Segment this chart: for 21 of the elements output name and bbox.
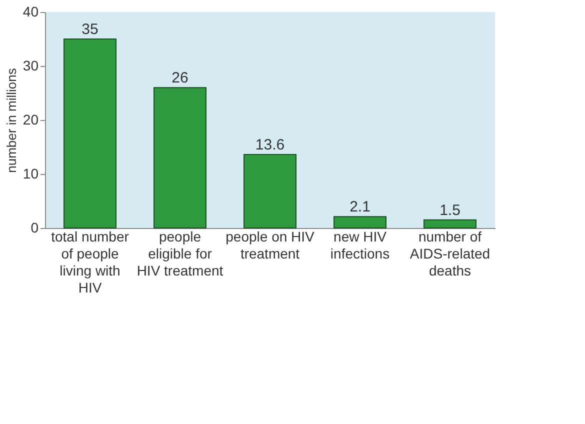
y-axis-title: number in millions (4, 68, 19, 173)
bar (424, 219, 476, 228)
x-tick-label: number of AIDS-related deaths (410, 228, 490, 278)
bar (244, 154, 296, 228)
y-tick-label: 10 (22, 166, 39, 182)
x-tick-label: people on HIV treatment (226, 228, 316, 262)
data-label: 26 (172, 70, 188, 87)
x-tick-label: new HIV infections (330, 228, 390, 262)
bar (334, 216, 386, 228)
data-label: 2.1 (350, 198, 370, 216)
bar (154, 87, 206, 228)
data-label: 1.5 (440, 202, 460, 219)
x-tick-label: people eligible for HIV treatment (136, 228, 224, 278)
y-tick-label: 30 (22, 58, 39, 74)
y-tick-label: 40 (22, 4, 39, 20)
data-label: 13.6 (255, 136, 285, 154)
data-label: 35 (82, 21, 98, 38)
y-tick-label: 20 (22, 112, 39, 128)
bar (64, 38, 116, 228)
y-tick-label: 0 (30, 220, 39, 236)
x-tick-label: total number of people living with HIV (51, 228, 130, 296)
